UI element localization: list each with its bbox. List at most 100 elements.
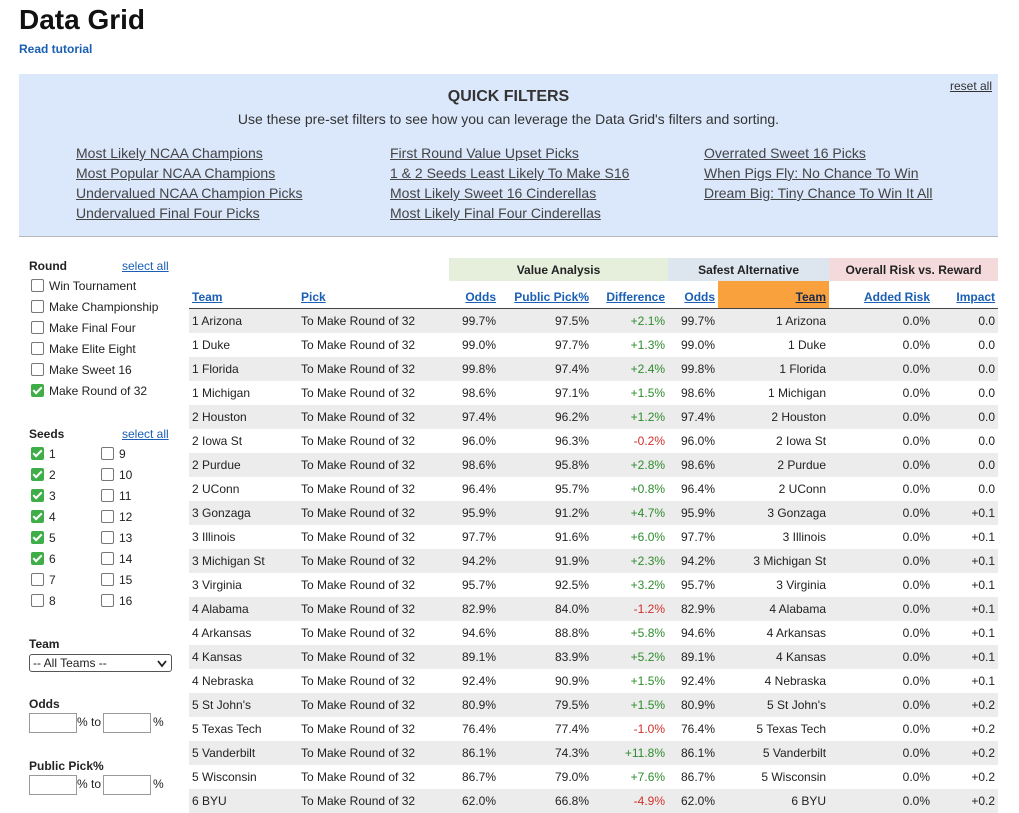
table-cell: 4 Arkansas	[718, 621, 829, 645]
filter-link[interactable]: When Pigs Fly: No Chance To Win	[704, 163, 933, 183]
checkbox-label: 2	[49, 468, 56, 482]
checkbox[interactable]	[101, 573, 114, 586]
table-cell: 1 Florida	[189, 357, 298, 381]
checkbox-option[interactable]: Make Elite Eight	[31, 341, 136, 362]
column-header[interactable]: Odds	[668, 281, 718, 309]
checkbox-option[interactable]: 16	[101, 593, 132, 614]
table-cell: 2 Iowa St	[189, 429, 298, 453]
checkbox-option[interactable]: 3	[31, 488, 56, 509]
filter-link[interactable]: Overrated Sweet 16 Picks	[704, 143, 933, 163]
column-header[interactable]: Odds	[449, 281, 499, 309]
select-all-link[interactable]: select all	[122, 427, 169, 441]
checkbox[interactable]	[31, 594, 44, 607]
column-header[interactable]: Public Pick%	[499, 281, 592, 309]
checkbox-label: 16	[119, 594, 132, 608]
checkbox-option[interactable]: 4	[31, 509, 56, 530]
checkbox-option[interactable]: Make Sweet 16	[31, 362, 132, 383]
range-input[interactable]	[103, 775, 151, 795]
checkbox[interactable]	[31, 363, 44, 376]
checkbox-label: 9	[119, 447, 126, 461]
checkbox-label: Make Sweet 16	[49, 363, 132, 377]
checkbox-option[interactable]: Make Championship	[31, 299, 158, 320]
checkbox[interactable]	[31, 552, 44, 565]
checkbox[interactable]	[31, 489, 44, 502]
checkbox[interactable]	[101, 594, 114, 607]
checkbox-option[interactable]: 10	[101, 467, 132, 488]
checkbox-option[interactable]: 11	[101, 488, 131, 509]
checkbox-option[interactable]: 13	[101, 530, 132, 551]
filter-link[interactable]: Most Likely Sweet 16 Cinderellas	[390, 183, 629, 203]
table-cell: To Make Round of 32	[298, 669, 449, 693]
checkbox[interactable]	[31, 300, 44, 313]
column-header[interactable]: Added Risk	[829, 281, 933, 309]
table-cell: 4 Kansas	[718, 645, 829, 669]
table-cell: 0.0%	[829, 717, 933, 741]
checkbox-option[interactable]: 1	[31, 446, 56, 467]
filter-link[interactable]: Undervalued Final Four Picks	[76, 203, 302, 223]
tutorial-link[interactable]: Read tutorial	[19, 42, 92, 56]
checkbox[interactable]	[31, 531, 44, 544]
arrow-path	[158, 661, 166, 666]
table-cell: 5 Vanderbilt	[189, 741, 298, 765]
checkbox-label: 5	[49, 531, 56, 545]
group-row: Value Analysis Safest Alternative Overal…	[189, 258, 998, 281]
table-cell: 0.0%	[829, 765, 933, 789]
checkbox[interactable]	[31, 384, 44, 397]
checkbox[interactable]	[31, 342, 44, 355]
table-cell: 86.1%	[668, 741, 718, 765]
checkbox-option[interactable]: 2	[31, 467, 56, 488]
select-all-link[interactable]: select all	[122, 259, 169, 273]
checkbox[interactable]	[101, 489, 114, 502]
range-input[interactable]	[29, 713, 77, 733]
checkbox[interactable]	[101, 468, 114, 481]
filter-link[interactable]: Most Likely Final Four Cinderellas	[390, 203, 629, 223]
checkbox[interactable]	[31, 510, 44, 523]
range-input[interactable]	[29, 775, 77, 795]
column-header[interactable]: Impact	[933, 281, 998, 309]
range-inputs: % to%	[29, 775, 164, 795]
filter-link[interactable]: 1 & 2 Seeds Least Likely To Make S16	[390, 163, 629, 183]
column-header[interactable]: Difference	[592, 281, 668, 309]
checkbox[interactable]	[31, 279, 44, 292]
checkbox-option[interactable]: Make Final Four	[31, 320, 136, 341]
checkbox[interactable]	[31, 321, 44, 334]
checkbox-option[interactable]: 9	[101, 446, 126, 467]
checkbox-option[interactable]: 7	[31, 572, 56, 593]
checkbox[interactable]	[31, 468, 44, 481]
filter-link[interactable]: Most Likely NCAA Champions	[76, 143, 302, 163]
filter-link[interactable]: Most Popular NCAA Champions	[76, 163, 302, 183]
column-header[interactable]: Team	[189, 281, 298, 309]
checkbox-option[interactable]: 6	[31, 551, 56, 572]
checkbox-option[interactable]: 12	[101, 509, 132, 530]
table-cell: 79.0%	[499, 765, 592, 789]
checkbox[interactable]	[101, 531, 114, 544]
checkbox-option[interactable]: 8	[31, 593, 56, 614]
checkbox-option[interactable]: 15	[101, 572, 132, 593]
column-header[interactable]: Pick	[298, 281, 449, 309]
filter-link[interactable]: Undervalued NCAA Champion Picks	[76, 183, 302, 203]
filter-link[interactable]: First Round Value Upset Picks	[390, 143, 629, 163]
checkbox-option[interactable]: Make Round of 32	[31, 383, 147, 404]
table-cell: 97.4%	[449, 405, 499, 429]
checkbox[interactable]	[31, 447, 44, 460]
checkbox-option[interactable]: 5	[31, 530, 56, 551]
checkbox[interactable]	[31, 573, 44, 586]
checkbox[interactable]	[101, 510, 114, 523]
checkbox[interactable]	[101, 552, 114, 565]
filter-link[interactable]: Dream Big: Tiny Chance To Win It All	[704, 183, 933, 203]
checkbox-option[interactable]: 14	[101, 551, 132, 572]
column-header[interactable]: Team	[718, 281, 829, 309]
table-cell: +0.2	[933, 741, 998, 765]
team-select[interactable]: -- All Teams --	[29, 654, 172, 672]
checkbox-option[interactable]: Win Tournament	[31, 278, 136, 299]
checkbox[interactable]	[101, 447, 114, 460]
checkbox-label: 11	[119, 489, 131, 503]
range-input[interactable]	[103, 713, 151, 733]
